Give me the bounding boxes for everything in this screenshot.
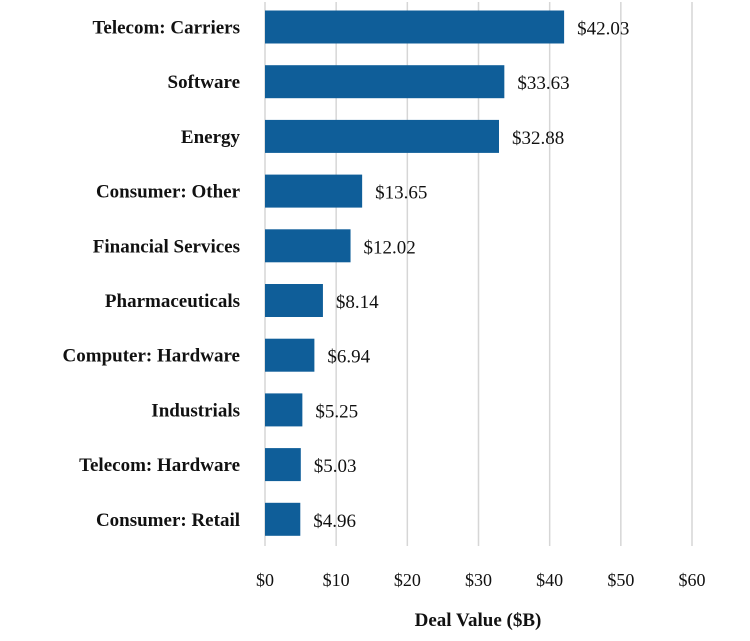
data-label: $32.88 (512, 128, 564, 149)
bar (265, 174, 363, 208)
category-label: Pharmaceuticals (105, 291, 240, 312)
bar (265, 65, 505, 99)
category-label: Computer: Hardware (63, 346, 240, 367)
x-axis-title: Deal Value ($B) (415, 610, 542, 631)
data-label: $5.25 (315, 401, 358, 422)
bar (265, 502, 301, 536)
bar (265, 229, 351, 263)
data-label: $6.94 (327, 347, 370, 368)
bar (265, 284, 323, 317)
x-tick-label: $40 (536, 570, 563, 590)
category-label: Industrials (151, 400, 240, 421)
bar (265, 338, 315, 372)
bar (265, 448, 301, 482)
category-label: Software (168, 72, 240, 93)
data-label: $5.03 (314, 456, 357, 477)
x-tick-label: $0 (256, 570, 274, 590)
x-tick-label: $10 (323, 570, 350, 590)
bar (265, 393, 303, 427)
x-tick-label: $60 (679, 570, 706, 590)
data-label: $8.14 (336, 292, 379, 313)
data-label: $33.63 (517, 73, 569, 94)
bar (265, 119, 499, 153)
x-tick-label: $30 (465, 570, 492, 590)
category-label: Consumer: Other (96, 182, 241, 203)
data-label: $13.65 (375, 183, 427, 204)
bar (265, 10, 565, 44)
x-tick-label: $50 (607, 570, 634, 590)
x-tick-label: $20 (394, 570, 421, 590)
data-label: $42.03 (577, 19, 629, 40)
category-label: Telecom: Hardware (79, 455, 240, 476)
category-label: Telecom: Carriers (92, 18, 240, 39)
data-label: $4.96 (313, 511, 356, 532)
category-label: Energy (181, 127, 241, 148)
data-label: $12.02 (364, 237, 416, 258)
category-label: Financial Services (93, 236, 240, 257)
category-label: Consumer: Retail (96, 510, 240, 531)
